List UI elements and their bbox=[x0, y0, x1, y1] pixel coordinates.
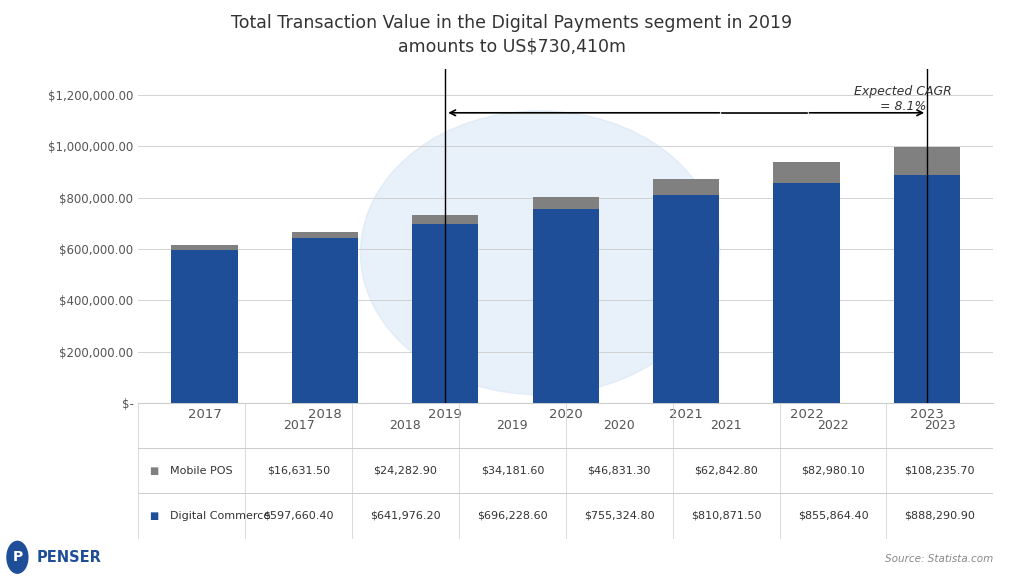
Text: 2020: 2020 bbox=[603, 419, 635, 432]
Text: $888,290.90: $888,290.90 bbox=[904, 511, 975, 521]
Text: $755,324.80: $755,324.80 bbox=[584, 511, 654, 521]
Text: Total Transaction Value in the Digital Payments segment in 2019: Total Transaction Value in the Digital P… bbox=[231, 14, 793, 32]
Bar bbox=[171, 245, 238, 249]
Bar bbox=[653, 195, 719, 403]
Bar bbox=[773, 183, 840, 403]
Text: 2017: 2017 bbox=[283, 419, 314, 432]
Ellipse shape bbox=[360, 111, 720, 395]
Bar bbox=[413, 215, 478, 224]
Bar bbox=[773, 162, 840, 183]
Bar bbox=[532, 197, 599, 209]
Text: $855,864.40: $855,864.40 bbox=[798, 511, 868, 521]
Text: 2022: 2022 bbox=[817, 419, 849, 432]
Bar bbox=[894, 175, 961, 403]
Bar bbox=[532, 209, 599, 403]
Bar bbox=[653, 179, 719, 195]
Text: $24,282.90: $24,282.90 bbox=[374, 466, 437, 476]
Bar bbox=[292, 238, 358, 403]
Text: 2018: 2018 bbox=[389, 419, 421, 432]
Text: $82,980.10: $82,980.10 bbox=[801, 466, 865, 476]
Circle shape bbox=[7, 541, 28, 573]
Text: 2021: 2021 bbox=[711, 419, 742, 432]
Text: $34,181.60: $34,181.60 bbox=[480, 466, 544, 476]
Text: P: P bbox=[12, 550, 23, 564]
Text: Source: Statista.com: Source: Statista.com bbox=[885, 555, 993, 564]
Bar bbox=[894, 147, 961, 175]
Text: ■: ■ bbox=[148, 466, 158, 476]
Text: $108,235.70: $108,235.70 bbox=[904, 466, 975, 476]
Text: $16,631.50: $16,631.50 bbox=[267, 466, 330, 476]
Text: 2019: 2019 bbox=[497, 419, 528, 432]
Text: $641,976.20: $641,976.20 bbox=[370, 511, 440, 521]
Bar bbox=[413, 224, 478, 403]
Text: Mobile POS: Mobile POS bbox=[170, 466, 232, 476]
Text: $597,660.40: $597,660.40 bbox=[263, 511, 334, 521]
Bar bbox=[171, 249, 238, 403]
Text: $810,871.50: $810,871.50 bbox=[691, 511, 761, 521]
Text: PENSER: PENSER bbox=[37, 550, 101, 565]
Text: Digital Commerce: Digital Commerce bbox=[170, 511, 270, 521]
Text: Expected CAGR
= 8.1%: Expected CAGR = 8.1% bbox=[854, 85, 952, 113]
Text: $62,842.80: $62,842.80 bbox=[694, 466, 758, 476]
Text: $46,831.30: $46,831.30 bbox=[588, 466, 651, 476]
Text: amounts to US$730,410m: amounts to US$730,410m bbox=[398, 37, 626, 55]
Text: 2023: 2023 bbox=[924, 419, 955, 432]
Text: ■: ■ bbox=[148, 511, 158, 521]
Bar bbox=[292, 232, 358, 238]
Text: $696,228.60: $696,228.60 bbox=[477, 511, 548, 521]
